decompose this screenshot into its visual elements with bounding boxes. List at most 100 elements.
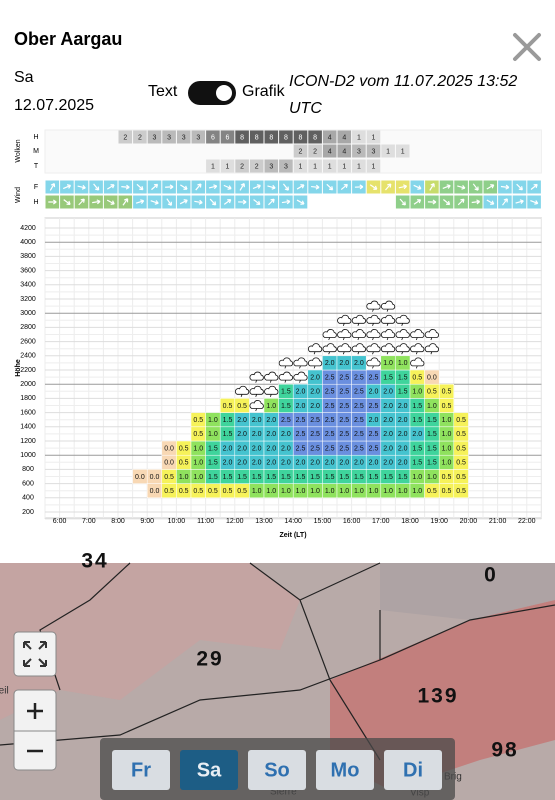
cloud-cell [352, 144, 366, 158]
thermal-value: 2.0 [383, 417, 393, 424]
cloud-cell [191, 130, 206, 144]
thermal-value: 1.5 [252, 474, 262, 481]
thermal-value: 2.5 [339, 417, 349, 424]
cloud-value: 2 [123, 134, 127, 141]
cloud-symbol [293, 371, 308, 383]
cloud-symbol [380, 300, 396, 312]
cloud-symbol [307, 357, 323, 369]
thermal-value: 1.0 [339, 488, 349, 495]
day-button[interactable] [180, 750, 238, 790]
day-button-label[interactable]: Sa [197, 759, 222, 781]
cloud-value: 2 [313, 148, 317, 155]
wind-arrow [530, 183, 538, 190]
thermal-value: 2.5 [339, 389, 349, 396]
day-button-label[interactable]: Di [403, 759, 423, 781]
section-label: Wolken [15, 139, 22, 162]
thermal-value: 2.0 [237, 460, 247, 467]
cloud-symbol [249, 400, 264, 412]
thermal-value: 2.0 [266, 460, 276, 467]
day-button-label[interactable]: So [264, 759, 290, 781]
cloud-symbol [351, 329, 366, 341]
x-tick-label: 7:00 [82, 518, 96, 525]
wind-arrow [49, 182, 56, 191]
thermal-value: 0.5 [412, 374, 422, 381]
thermal-value: 2.5 [339, 374, 349, 381]
thermal-value: 0.5 [193, 488, 203, 495]
thermal-value: 2.0 [310, 374, 320, 381]
thermal-value: 2.5 [339, 431, 349, 438]
cloud-value: 1 [313, 163, 317, 170]
day-button[interactable] [112, 750, 170, 790]
x-tick-label: 19:00 [430, 518, 448, 525]
zoom-in-icon[interactable] [27, 703, 43, 719]
section-label: Wind [15, 187, 22, 203]
thermal-value: 2.0 [369, 417, 379, 424]
wind-arrow [268, 198, 275, 206]
thermal-value: 1.5 [223, 417, 233, 424]
thermal-value: 1.5 [427, 417, 437, 424]
toggle-label[interactable]: Text [148, 83, 178, 100]
wind-arrow [63, 199, 71, 206]
thermal-value: 1.5 [281, 403, 291, 410]
cloud-symbol [366, 314, 381, 326]
day-button[interactable] [316, 750, 374, 790]
model-info: ICON-D2 vom 11.07.2025 13:52 UTC [289, 73, 518, 117]
cloud-symbol [395, 343, 410, 355]
thermal-value: 2.0 [296, 460, 306, 467]
thermal-value: 2.0 [383, 389, 393, 396]
y-tick-label: 2000 [20, 381, 36, 388]
cloud-symbol [380, 329, 396, 341]
thermal-value: 0.5 [456, 431, 466, 438]
thermal-value: 1.0 [325, 488, 335, 495]
cloud-symbol [395, 314, 410, 326]
cloud-cell [249, 130, 264, 144]
cloud-cell [264, 130, 279, 144]
cloud-cell [366, 130, 381, 144]
thermal-cell [234, 398, 250, 413]
day-button-label[interactable]: Fr [131, 759, 151, 781]
cloud-cell [293, 130, 308, 144]
wind-arrow [92, 199, 101, 205]
thermal-value: 1.0 [310, 488, 320, 495]
thermal-cell [453, 412, 469, 428]
thermal-cell [424, 369, 440, 385]
thermal-value: 2.0 [398, 460, 408, 467]
cloud-cell [249, 159, 264, 173]
day-button[interactable] [384, 750, 442, 790]
thermal-value: 1.0 [398, 360, 408, 367]
toggle-label[interactable]: Grafik [242, 83, 285, 100]
thermal-value: 1.0 [252, 488, 262, 495]
day-button[interactable] [248, 750, 306, 790]
wind-arrow [340, 183, 348, 191]
fullscreen-button[interactable] [13, 631, 57, 677]
y-tick-label: 1200 [20, 438, 36, 445]
x-tick-label: 17:00 [372, 518, 390, 525]
thermal-value: 0.5 [442, 474, 452, 481]
cloud-cell [395, 144, 410, 158]
thermal-value: 1.0 [412, 488, 422, 495]
wind-arrow [267, 184, 276, 190]
thermal-value: 2.0 [296, 403, 306, 410]
thermal-value: 2.5 [296, 445, 306, 452]
cloud-cell [322, 130, 337, 144]
wind-arrow [311, 184, 320, 190]
thermal-value: 1.5 [412, 460, 422, 467]
cloud-value: 1 [299, 163, 303, 170]
thermal-value: 0.5 [442, 403, 452, 410]
day-button-label[interactable]: Mo [331, 759, 360, 781]
cloud-symbol [424, 343, 439, 355]
cloud-symbol [337, 329, 352, 341]
zoom-control[interactable] [13, 689, 57, 771]
thermal-value: 1.0 [208, 431, 218, 438]
row-label: M [33, 148, 39, 155]
y-tick-label: 4200 [20, 225, 36, 232]
cloud-cell [308, 144, 322, 158]
thermal-value: 1.0 [266, 403, 276, 410]
y-tick-label: 200 [22, 509, 34, 516]
close-button[interactable] [513, 33, 541, 61]
thermal-value: 1.0 [369, 488, 379, 495]
row-label: T [34, 163, 39, 170]
view-toggle[interactable] [188, 81, 236, 105]
airspace-value: 29 [196, 648, 223, 671]
airspace-value: 139 [417, 685, 458, 708]
